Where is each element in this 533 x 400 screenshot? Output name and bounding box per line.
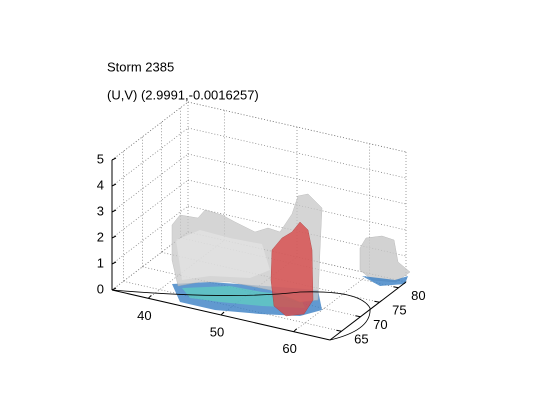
- z-tick-label: 4: [97, 177, 104, 192]
- axes: 0 1 2 3 4 5 40 50 60 65 70 75 80: [97, 151, 426, 356]
- y-tick-label: 80: [411, 288, 425, 303]
- y-tick-label: 65: [354, 332, 368, 347]
- chart-title: Storm 2385: [107, 59, 174, 74]
- grid-line: [111, 179, 189, 239]
- chart-subtitle: (U,V) (2.9991,-0.0016257): [107, 87, 259, 102]
- red-surface: [270, 221, 314, 317]
- gray-surface-right: [359, 235, 411, 283]
- tick-mark: [147, 294, 152, 299]
- tick-mark: [111, 261, 117, 265]
- tick-mark: [336, 329, 342, 332]
- tick-mark: [111, 183, 117, 187]
- storm-track: [111, 289, 371, 341]
- grid-line: [111, 231, 189, 291]
- tick-mark: [111, 157, 117, 161]
- y-tick-label: 75: [392, 303, 406, 318]
- grid-line: [293, 273, 370, 332]
- y-tick-label: 70: [373, 317, 387, 332]
- tick-mark: [111, 287, 117, 291]
- gray-surface-shade: [176, 230, 270, 280]
- x-tick-label: 50: [210, 324, 224, 339]
- tick-mark: [355, 315, 361, 318]
- tick-mark: [374, 300, 380, 303]
- y-axis: [329, 281, 407, 341]
- tick-mark: [220, 311, 225, 316]
- tick-mark: [293, 328, 298, 333]
- x-tick-label: 60: [282, 341, 296, 356]
- z-tick-label: 3: [97, 203, 104, 218]
- grid-line: [148, 240, 225, 299]
- floor-slice-right: [362, 276, 408, 286]
- grid-line: [111, 153, 189, 213]
- grid-line: [111, 205, 189, 265]
- tick-mark: [111, 235, 117, 239]
- z-tick-label: 5: [97, 151, 104, 166]
- grid-line: [111, 101, 189, 161]
- z-tick-label: 2: [97, 229, 104, 244]
- tick-mark: [393, 286, 399, 289]
- z-tick-label: 1: [97, 255, 104, 270]
- z-tick-label: 0: [97, 281, 104, 296]
- x-tick-label: 40: [137, 308, 151, 323]
- isosurfaces: [111, 193, 411, 341]
- tick-mark: [111, 209, 117, 213]
- grid-line: [187, 127, 407, 179]
- grid-line: [111, 127, 189, 187]
